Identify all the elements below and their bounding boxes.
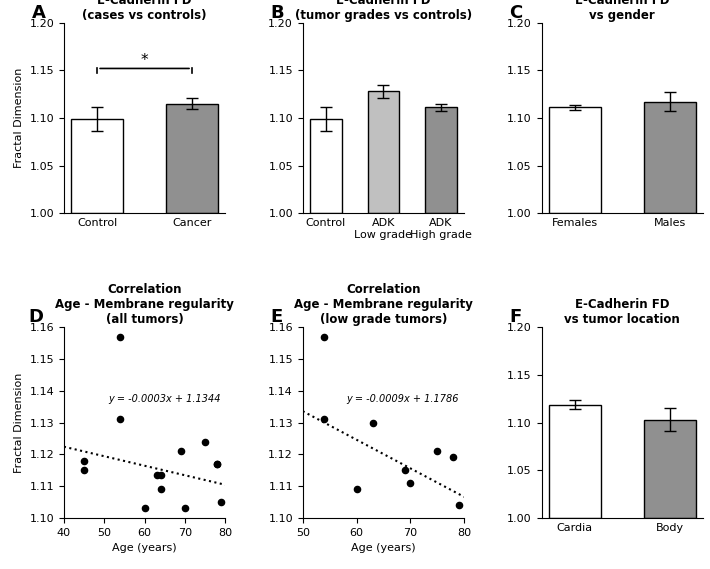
Text: B: B	[271, 4, 284, 22]
Text: A: A	[32, 4, 45, 22]
Bar	[368, 91, 399, 213]
Point	[78, 456, 89, 465]
Title: E-Cadherin FD
vs tumor location: E-Cadherin FD vs tumor location	[564, 298, 680, 326]
Text: D: D	[28, 308, 43, 327]
Bar	[166, 104, 218, 213]
Point	[155, 485, 166, 494]
X-axis label: Age (years): Age (years)	[351, 543, 416, 553]
Text: y = -0.0009x + 1.1786: y = -0.0009x + 1.1786	[346, 394, 459, 403]
Point	[139, 504, 151, 513]
Y-axis label: Fractal Dimension: Fractal Dimension	[14, 372, 24, 473]
Bar	[71, 119, 124, 213]
Text: F: F	[509, 308, 522, 327]
Point	[216, 497, 227, 506]
Point	[175, 447, 187, 456]
Bar	[549, 108, 601, 213]
Text: C: C	[509, 4, 523, 22]
Point	[78, 465, 89, 475]
Point	[115, 415, 126, 424]
Y-axis label: Fractal Dimension: Fractal Dimension	[14, 68, 24, 168]
Title: Correlation
Age - Membrane regularity
(low grade tumors): Correlation Age - Membrane regularity (l…	[294, 283, 473, 326]
X-axis label: Age (years): Age (years)	[112, 543, 177, 553]
Text: *: *	[141, 52, 148, 68]
Point	[212, 459, 223, 468]
Point	[200, 437, 211, 446]
Text: E: E	[271, 308, 283, 327]
Bar	[643, 102, 696, 213]
Point	[319, 415, 330, 424]
Point	[405, 479, 416, 488]
Point	[432, 447, 443, 456]
Title: E-Cadherin FD
(cases vs controls): E-Cadherin FD (cases vs controls)	[82, 0, 207, 22]
Title: E-Cadherin FD
vs gender: E-Cadherin FD vs gender	[575, 0, 670, 22]
Bar	[310, 119, 342, 213]
Bar	[549, 405, 601, 518]
Point	[212, 459, 223, 468]
Bar	[425, 108, 457, 213]
Point	[351, 485, 362, 494]
Bar	[643, 420, 696, 518]
Point	[155, 471, 166, 480]
Point	[447, 453, 459, 462]
Point	[179, 504, 190, 513]
Title: Correlation
Age - Membrane regularity
(all tumors): Correlation Age - Membrane regularity (a…	[55, 283, 234, 326]
Title: E-Cadherin FD
(tumor grades vs controls): E-Cadherin FD (tumor grades vs controls)	[295, 0, 472, 22]
Point	[399, 465, 410, 475]
Point	[453, 501, 464, 510]
Point	[319, 332, 330, 341]
Point	[151, 471, 163, 480]
Point	[115, 332, 126, 341]
Text: y = -0.0003x + 1.1344: y = -0.0003x + 1.1344	[108, 394, 220, 403]
Point	[367, 418, 378, 427]
